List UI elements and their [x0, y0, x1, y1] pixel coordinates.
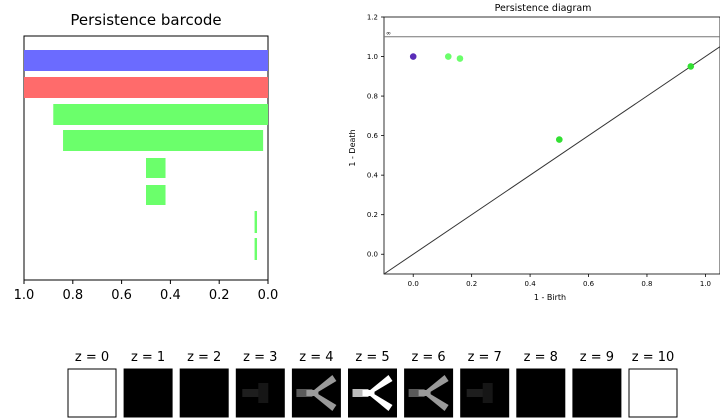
slice-label: z = 2 [187, 350, 221, 365]
slice-shape [466, 389, 485, 397]
slice-shape [258, 383, 269, 403]
barcode-bar [146, 185, 166, 205]
slice-shape [296, 389, 313, 397]
barcode-x-ticks: 1.0 0.8 0.6 0.4 0.2 0.0 [14, 280, 279, 303]
barcode-tick-label: 0.2 [209, 288, 230, 303]
slice-label: z = 8 [524, 350, 558, 365]
slice-image [123, 368, 173, 418]
slice-shape [422, 393, 449, 411]
barcode-tick-label: 1.0 [14, 288, 35, 303]
slice-shape [418, 390, 431, 396]
barcode-bar [146, 158, 166, 178]
diagram-ylabel: 1 - Death [348, 129, 357, 166]
slice-image [67, 368, 117, 418]
barcode-tick-label: 0.6 [111, 288, 132, 303]
diagonal-line [383, 46, 720, 275]
slice-label: z = 3 [243, 350, 277, 365]
diagram-x-tick-label: 0.0 [408, 280, 419, 288]
slice-shape [306, 390, 319, 396]
diagram-point [456, 55, 464, 62]
slice-shape [362, 390, 375, 396]
barcode-bar [254, 238, 258, 260]
slice-label: z = 9 [580, 350, 614, 365]
diagram-title: Persistence diagram [495, 3, 592, 14]
slice-label: z = 6 [411, 350, 445, 365]
slice-label: z = 4 [299, 350, 333, 365]
slice-image [179, 368, 229, 418]
slice-image [628, 368, 678, 418]
barcode-tick-label: 0.4 [160, 288, 181, 303]
slice-label: z = 5 [355, 350, 389, 365]
diagram-axes-frame [383, 16, 720, 275]
slice-shape [482, 383, 493, 403]
slice-shape [310, 393, 337, 411]
barcode-tick-label: 0.0 [258, 288, 279, 303]
diagram-x-tick-label: 0.2 [466, 280, 477, 288]
slice-image [516, 368, 566, 418]
diagram-y-tick-label: 0.4 [367, 172, 379, 180]
barcode-tick-label: 0.8 [62, 288, 83, 303]
barcode-axes-frame [23, 35, 269, 281]
barcode-bar [24, 50, 268, 71]
diagram-point [556, 136, 563, 143]
barcode-bar [53, 104, 268, 125]
slice-label: z = 0 [75, 350, 109, 365]
slice-label: z = 1 [131, 350, 165, 365]
diagram-y-tick-label: 0.0 [367, 251, 378, 259]
diagram-y-tick-label: 0.8 [367, 93, 378, 101]
slice-shape [310, 375, 337, 393]
barcode-bar [63, 130, 264, 151]
barcode-panel: Persistence barcode 1.0 0.8 0.6 0.4 0.2 0.0 [14, 11, 279, 303]
slice-shape [366, 375, 393, 393]
infinity-label: ∞ [386, 30, 391, 37]
slice-shape [352, 389, 369, 397]
barcode-bars [24, 50, 268, 260]
diagram-x-tick-label: 0.4 [525, 280, 537, 288]
diagram-y-tick-label: 1.2 [367, 14, 378, 22]
persistence-diagram-panel: Persistence diagram ∞ 0.0 0.2 0.4 0.6 0.8 1.0 0… [348, 3, 720, 302]
diagram-point [687, 63, 695, 70]
diagram-content: ∞ 0.0 0.2 0.4 0.6 0.8 1.0 0.0 0.2 0.4 0.6 0.8 1.0 1.2 [367, 14, 720, 288]
slice-shape [242, 389, 261, 397]
z-slices-row: z = 0 z = 1 z = 2 z = 3 z = 4 z = 5 z = 6 z = 7… [67, 350, 678, 418]
diagram-point [444, 53, 452, 60]
slice-shape [366, 393, 393, 411]
diagram-x-tick-label: 0.8 [641, 280, 652, 288]
diagram-xlabel: 1 - Birth [534, 293, 566, 302]
barcode-title: Persistence barcode [70, 11, 221, 29]
diagram-x-tick-label: 0.6 [583, 280, 595, 288]
barcode-bar [24, 77, 268, 98]
diagram-point [409, 53, 417, 60]
slice-label: z = 7 [468, 350, 502, 365]
slice-label: z = 10 [632, 350, 675, 365]
slice-shape [422, 375, 449, 393]
diagram-y-tick-label: 0.2 [367, 211, 378, 219]
diagram-y-tick-label: 1.0 [367, 53, 378, 61]
slice-shape [408, 389, 425, 397]
diagram-x-tick-label: 1.0 [700, 280, 711, 288]
slice-image [572, 368, 622, 418]
barcode-bar [254, 211, 258, 233]
diagram-y-tick-label: 0.6 [367, 132, 379, 140]
